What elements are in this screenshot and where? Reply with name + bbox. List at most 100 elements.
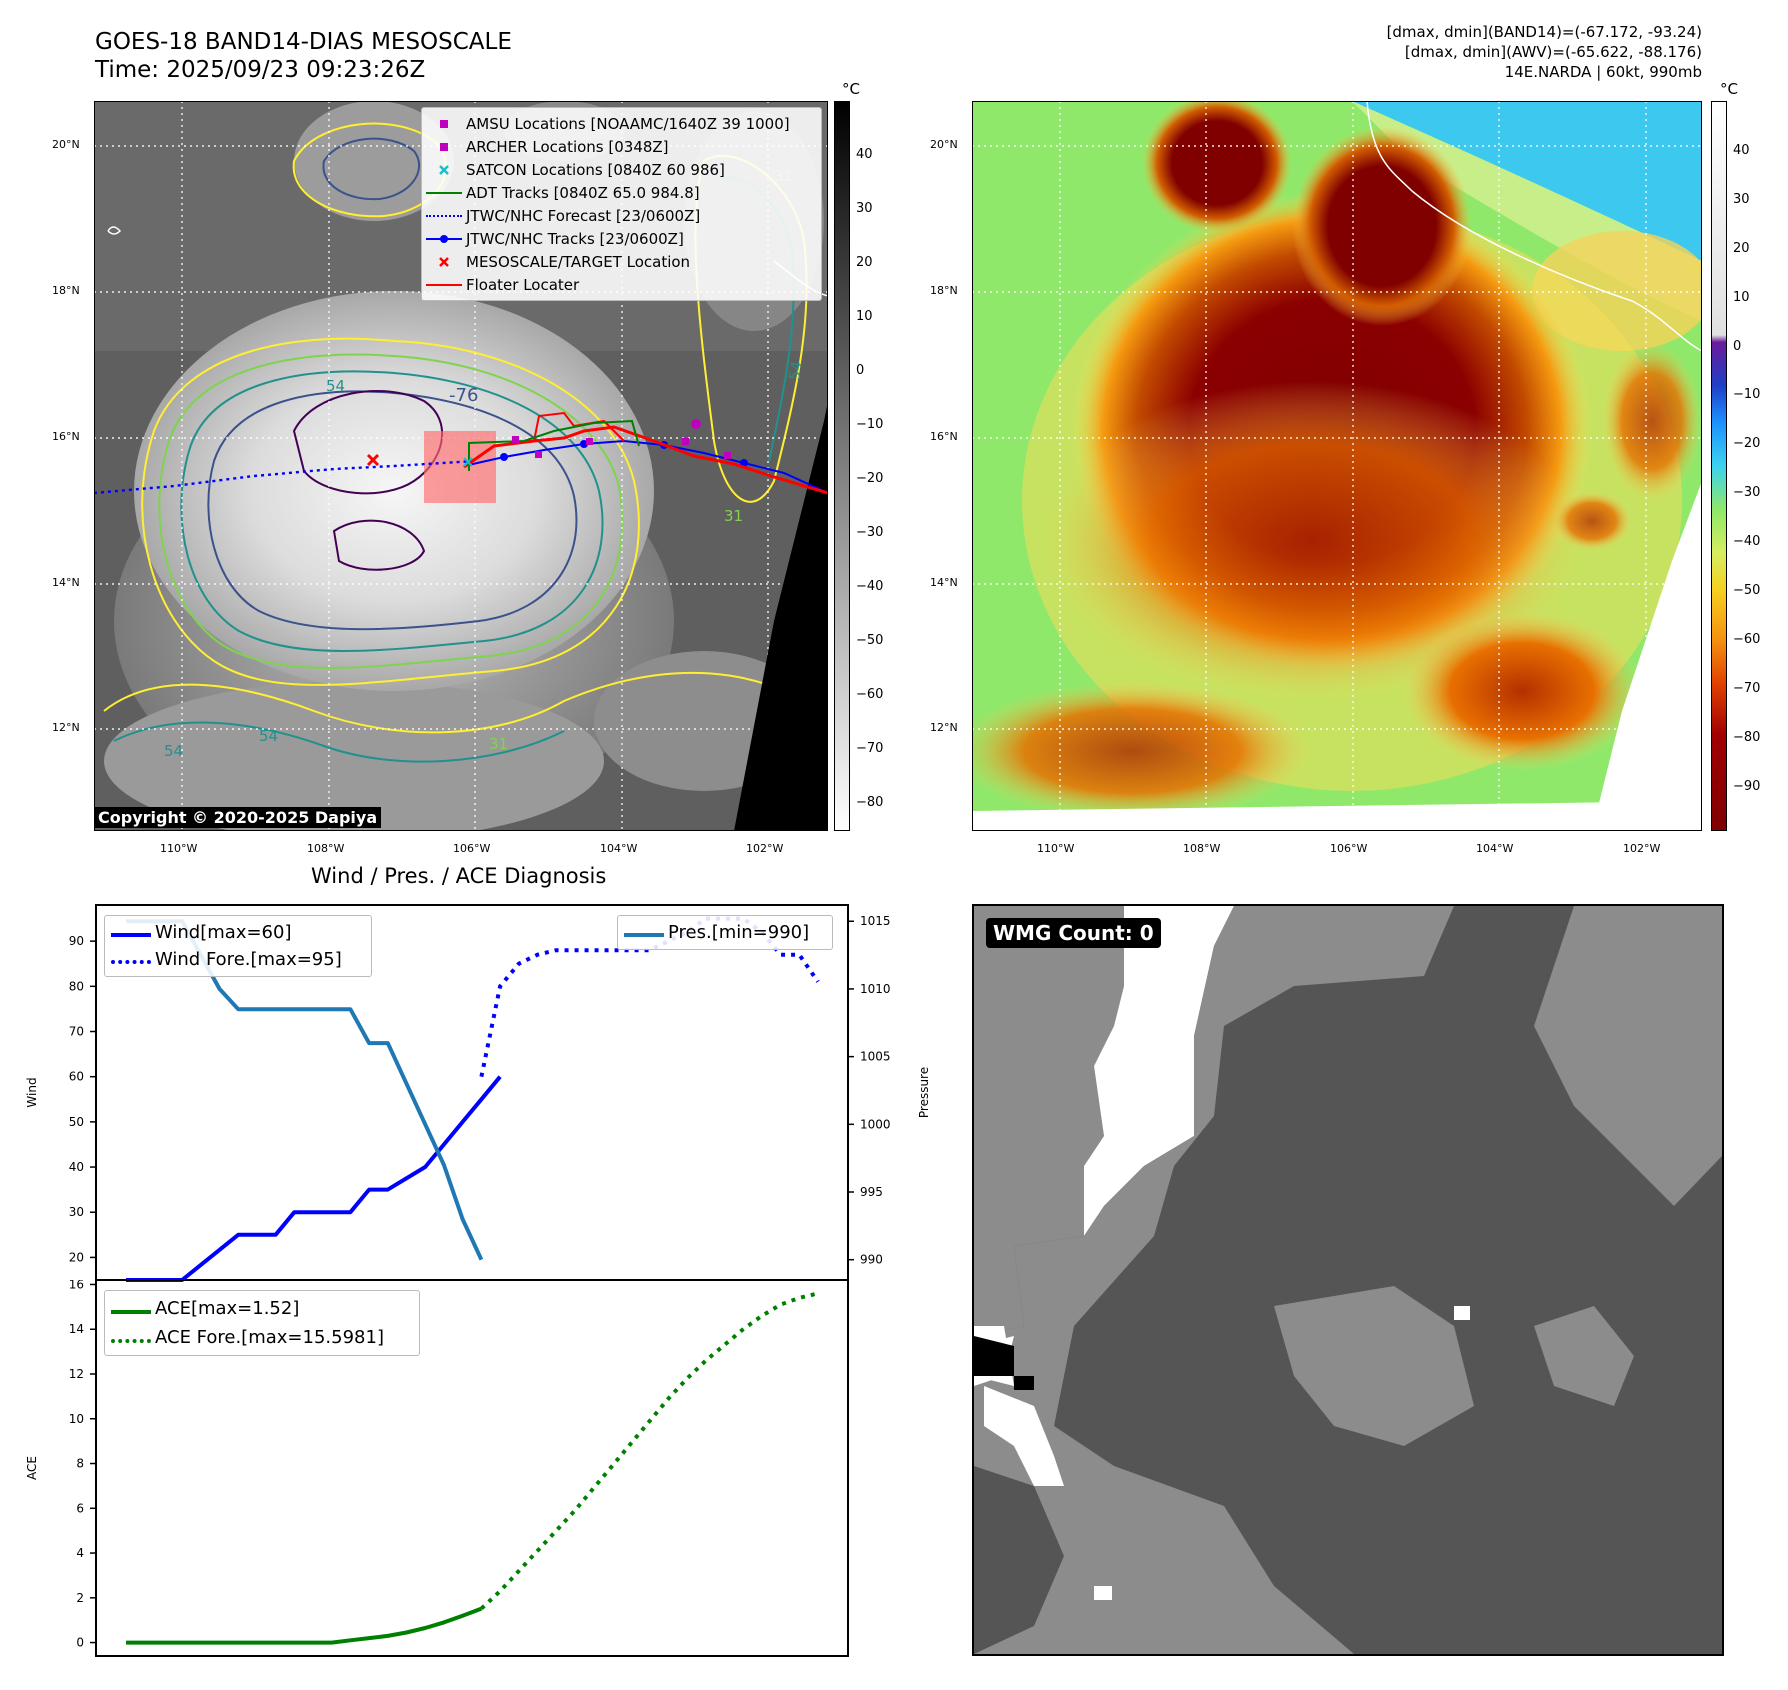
colorbar-tick: −40 [856,579,884,594]
wmg-image [974,906,1722,1654]
ace-chart: 0 2 4 6 8 10 12 14 16 ACE [25,1280,849,1657]
top-left-title-line2: Time: 2025/09/23 09:23:26Z [95,57,426,83]
legend-label: ACE Fore.[max=15.5981] [155,1327,384,1348]
lat-label: 18°N [52,284,80,297]
y-tick-label: 10 [69,1412,84,1426]
y-tick-label: 80 [69,979,84,993]
colorbar-tick: 10 [1733,290,1750,305]
series-line-1 [480,1291,819,1611]
legend-ace: ACE[max=1.52] [105,1294,419,1323]
lon-label: 110°W [160,842,198,855]
colorbar-tick: 20 [856,255,873,270]
y-axis-label: Wind [25,1077,39,1107]
series-line-2 [126,919,484,1261]
lat-label: 12°N [52,721,80,734]
lat-label: 16°N [52,430,80,443]
y-right-axis-label: Pressure [917,1067,930,1118]
contour-label: 54 [164,742,183,760]
legend-floater: Floater Locater [422,273,821,296]
blue-dotted-line-icon [422,204,466,227]
y-tick-label: 2 [76,1591,84,1605]
colorbar-tick: −70 [856,741,884,756]
colorbar-tick: 0 [856,363,865,378]
colorbar-tick: −60 [856,687,884,702]
legend-label: ACE[max=1.52] [155,1298,300,1319]
stats-line3: 14E.NARDA | 60kt, 990mb [1504,63,1702,81]
colorbar-tick: 20 [1733,241,1750,256]
y-right-tick-label: 1000 [860,1117,891,1131]
colorbar-tick: 40 [856,147,873,162]
colorbar-tick: 10 [856,309,873,324]
grayscale-colorbar [834,101,850,831]
colorbar-tick: 0 [1733,339,1742,354]
y-right-tick-label: 1010 [860,982,891,996]
legend-label: Pres.[min=990] [668,922,810,943]
legend-label: ARCHER Locations [0348Z] [466,137,669,156]
legend-ace-forecast: ACE Fore.[max=15.5981] [105,1323,419,1352]
legend-label: SATCON Locations [0840Z 60 986] [466,160,725,179]
y-tick-label: 14 [69,1322,84,1336]
series-line-0 [126,1606,483,1645]
lat-label: 20°N [930,138,958,151]
colorbar-tick: −40 [1733,534,1761,549]
colorbar-tick: −80 [1733,730,1761,745]
lat-label: 18°N [930,284,958,297]
grayscale-colorbar-ticks: 40 30 20 10 0 −10 −20 −30 −40 −50 −60 −7… [856,101,916,831]
y-tick-label: 12 [69,1367,84,1381]
colorbar-tick: −90 [1733,779,1761,794]
lat-label: 14°N [52,576,80,589]
y-tick-label: 4 [76,1546,84,1560]
lon-label: 104°W [1476,842,1514,855]
y-right-tick-label: 995 [860,1185,883,1199]
colorbar-tick: −70 [1733,681,1761,696]
stats-line1: [dmax, dmin](BAND14)=(-67.172, -93.24) [1386,23,1702,41]
lon-label: 108°W [1183,842,1221,855]
legend-label: ADT Tracks [0840Z 65.0 984.8] [466,183,700,202]
y-tick-label: 50 [69,1115,84,1129]
legend-wind-forecast: Wind Fore.[max=95] [105,946,371,973]
blue-line-dot-icon [422,227,466,250]
colorbar-tick: 30 [856,201,873,216]
y-right-tick-label: 1005 [860,1050,891,1064]
contour-label: 54 [326,377,345,395]
lon-label: 108°W [307,842,345,855]
y-axis-label: ACE [25,1456,39,1480]
legend-label: JTWC/NHC Forecast [23/0600Z] [466,206,701,225]
colorbar-tick: −30 [856,525,884,540]
legend-label: Wind Fore.[max=95] [155,949,342,970]
y-tick-label: 8 [76,1457,84,1471]
diagnosis-title: Wind / Pres. / ACE Diagnosis [311,864,607,888]
ir-map-panel: -76 54 54 54 31 31 54 31 AMSU Locations … [93,100,829,841]
legend-wind: Wind[max=60] [105,919,371,946]
lat-label: 20°N [52,138,80,151]
y-tick-label: 60 [69,1070,84,1084]
ace-legend: ACE[max=1.52] ACE Fore.[max=15.5981] [104,1290,420,1356]
legend-label: Floater Locater [466,275,580,294]
colorbar-tick: −10 [1733,387,1761,402]
legend-adt: ADT Tracks [0840Z 65.0 984.8] [422,181,821,204]
legend-mesoscale-target: MESOSCALE/TARGET Location [422,250,821,273]
colorbar-tick: −80 [856,795,884,810]
y-tick-label: 0 [76,1636,84,1650]
contour-label: 54 [259,727,278,745]
lon-label: 102°W [746,842,784,855]
y-tick-label: 30 [69,1205,84,1219]
awv-map-image [952,93,1712,832]
y-tick-label: 20 [69,1250,84,1264]
colorbar-tick: −20 [856,471,884,486]
colorbar-tick: −60 [1733,632,1761,647]
legend-amsu: AMSU Locations [NOAAMC/1640Z 39 1000] [422,112,821,135]
legend-satcon: SATCON Locations [0840Z 60 986] [422,158,821,181]
colorbar-tick: −30 [1733,485,1761,500]
blue-line-icon [105,921,155,944]
green-dotted-line-icon [105,1326,155,1349]
y-tick-label: 90 [69,934,84,948]
plot-frame [95,1280,849,1657]
lon-label: 102°W [1623,842,1661,855]
legend-jtwc-tracks: JTWC/NHC Tracks [23/0600Z] [422,227,821,250]
y-tick-label: 16 [69,1280,84,1291]
colorbar-tick: −20 [1733,436,1761,451]
y-tick-label: 40 [69,1160,84,1174]
legend-archer: ARCHER Locations [0348Z] [422,135,821,158]
contour-label: 31 [724,507,743,525]
